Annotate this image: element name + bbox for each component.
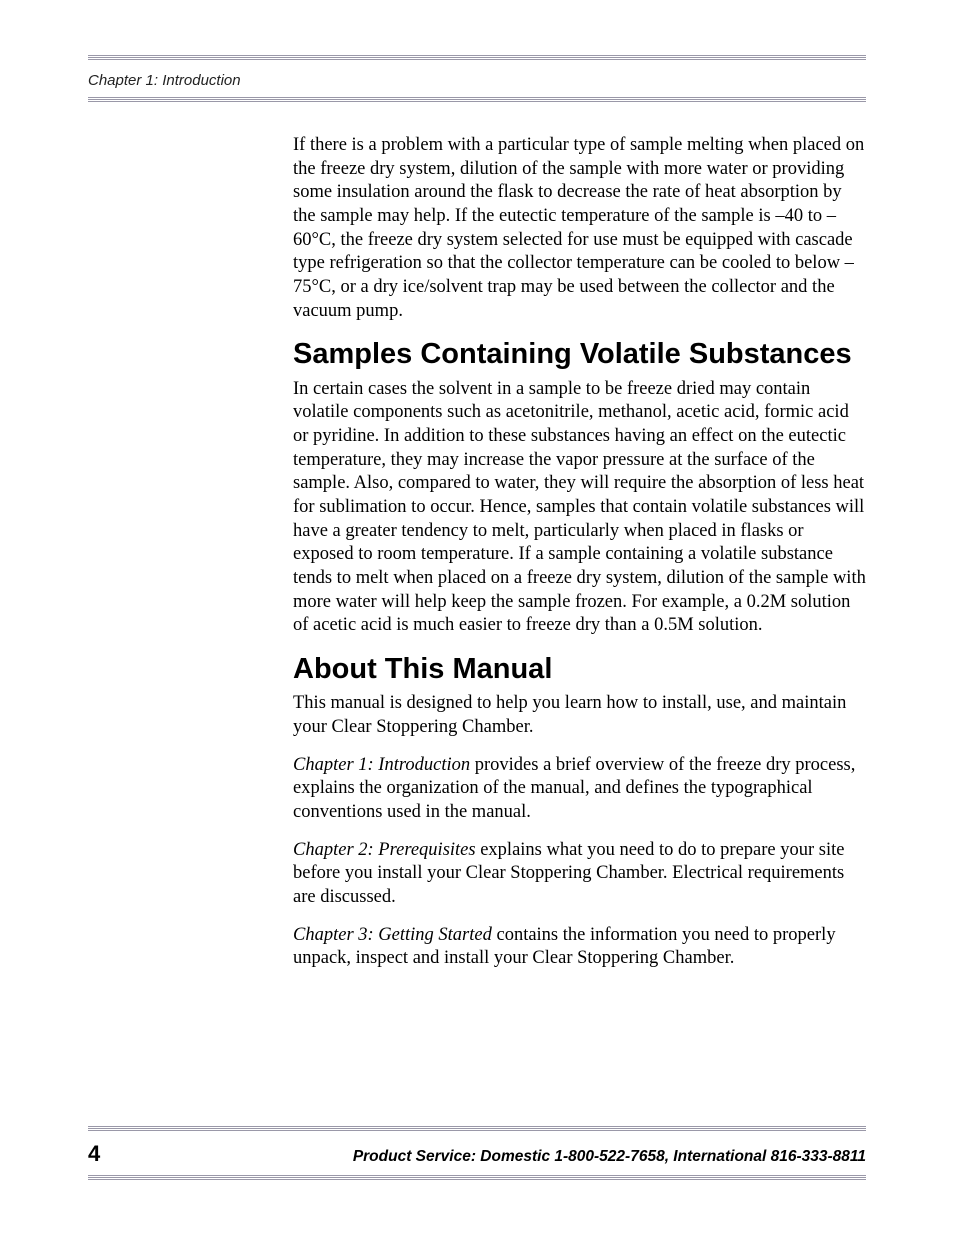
page-content: If there is a problem with a particular … — [293, 102, 866, 971]
volatile-paragraph: In certain cases the solvent in a sample… — [293, 378, 866, 638]
chapter-ref: Chapter 3: Getting Started — [293, 925, 492, 945]
chapter-ref: Chapter 2: Prerequisites — [293, 840, 476, 860]
chapter-2-desc: Chapter 2: Prerequisites explains what y… — [293, 839, 866, 910]
page-number: 4 — [88, 1141, 100, 1167]
page-footer: 4 Product Service: Domestic 1-800-522-76… — [88, 1126, 866, 1180]
intro-paragraph: If there is a problem with a particular … — [293, 134, 866, 323]
heading-about-manual: About This Manual — [293, 652, 866, 686]
chapter-header: Chapter 1: Introduction — [88, 68, 866, 95]
chapter-ref: Chapter 1: Introduction — [293, 755, 470, 775]
footer-rule-top — [88, 1126, 866, 1131]
footer-rule-bottom — [88, 1175, 866, 1180]
footer-service-text: Product Service: Domestic 1-800-522-7658… — [353, 1148, 866, 1166]
header-rule-top — [88, 55, 866, 60]
heading-volatile: Samples Containing Volatile Substances — [293, 337, 866, 371]
about-intro: This manual is designed to help you lear… — [293, 692, 866, 739]
chapter-1-desc: Chapter 1: Introduction provides a brief… — [293, 754, 866, 825]
chapter-3-desc: Chapter 3: Getting Started contains the … — [293, 924, 866, 971]
